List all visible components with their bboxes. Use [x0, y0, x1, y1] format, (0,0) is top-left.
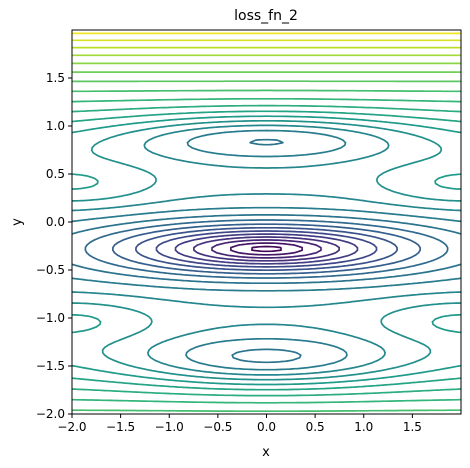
contour-level-16: [72, 104, 461, 397]
contour-level-4: [193, 236, 340, 262]
x-tick-label: 0.5: [306, 420, 325, 434]
y-axis: −2.0 −1.5 −1.0 −0.5 0.0 0.5 1.0 1.5: [36, 71, 72, 421]
contour-level-15: [72, 110, 461, 391]
x-tick-label: −1.0: [155, 420, 184, 434]
contour-level-18: [72, 89, 461, 413]
x-tick-label: 1.5: [403, 420, 422, 434]
x-axis: −2.0 −1.5 −1.0 −0.5 0.0 0.5 1.0 1.5: [57, 414, 422, 434]
contour-level-12: [72, 124, 461, 376]
contour-level-5: [174, 233, 359, 265]
contour-level-7: [135, 226, 398, 272]
x-tick-label: −1.5: [106, 420, 135, 434]
contour-level-2: [229, 242, 304, 256]
contour-level-14: [72, 115, 461, 386]
contour-level-8: [111, 223, 422, 275]
x-tick-label: 0.0: [257, 420, 276, 434]
y-axis-label: y: [10, 218, 25, 226]
contour-level-9: [84, 219, 449, 279]
x-tick-label: −0.5: [203, 420, 232, 434]
contour-level-3: [211, 239, 322, 259]
y-tick-label: −1.5: [36, 359, 65, 373]
x-tick-label: −2.0: [57, 420, 86, 434]
contour-lines: [72, 32, 461, 413]
contour-level-6: [155, 230, 378, 268]
contour-level-17: [72, 97, 461, 404]
x-tick-label: 1.0: [354, 420, 373, 434]
contour-level-13: [72, 119, 461, 381]
contour-level-11: [72, 129, 461, 371]
y-tick-label: −1.0: [36, 311, 65, 325]
plot-frame: [71, 29, 462, 415]
y-tick-label: 0.0: [46, 215, 65, 229]
y-tick-label: 1.5: [46, 71, 65, 85]
x-axis-label: x: [262, 445, 270, 460]
y-tick-label: −0.5: [36, 263, 65, 277]
y-tick-label: 0.5: [46, 167, 65, 181]
contour-level-10: [72, 138, 461, 364]
chart-title: loss_fn_2: [234, 8, 298, 24]
contour-level-1: [251, 245, 282, 253]
y-tick-label: −2.0: [36, 407, 65, 421]
y-tick-label: 1.0: [46, 119, 65, 133]
